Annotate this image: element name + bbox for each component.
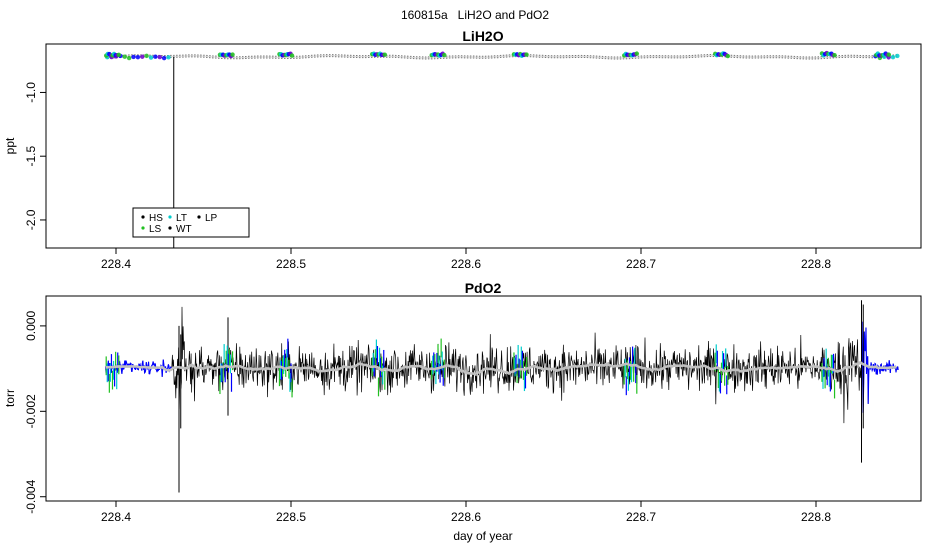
lih2o-point bbox=[634, 51, 639, 56]
pdo2-y-axis: 0.000 -0.002 -0.004 bbox=[24, 311, 46, 514]
lih2o-point bbox=[166, 55, 171, 60]
lih2o-point bbox=[382, 52, 387, 57]
pdo2-x-tick-label: 228.8 bbox=[801, 510, 831, 524]
pdo2-x-tick-label: 228.5 bbox=[276, 510, 306, 524]
lih2o-point bbox=[725, 53, 730, 59]
legend-marker-lp bbox=[197, 215, 201, 219]
pdo2-data-layer bbox=[104, 300, 899, 493]
lih2o-x-tick-label: 228.8 bbox=[801, 257, 831, 271]
figure-title: 160815a LiH2O and PdO2 bbox=[401, 8, 549, 22]
pdo2-x-tick-label: 228.4 bbox=[101, 510, 131, 524]
lih2o-data-layer bbox=[104, 50, 900, 248]
legend-entry-ls: LS bbox=[141, 224, 162, 235]
pdo2-y-tick-label: 0.000 bbox=[24, 311, 38, 341]
panel-lih2o-title: LiH2O bbox=[462, 28, 503, 44]
pdo2-plot-frame bbox=[45, 295, 922, 502]
lih2o-point bbox=[126, 55, 132, 61]
lih2o-point bbox=[148, 55, 154, 60]
lih2o-point bbox=[140, 54, 145, 59]
legend-entry-hs: HS bbox=[141, 213, 163, 224]
panel-pdo2: PdO2 228.4 228.5 228.6 228.7 228.8 0.000 -0.0… bbox=[3, 280, 922, 543]
legend-label-lt: LT bbox=[176, 213, 187, 224]
lih2o-y-axis: -2.0 -1.5 -1.0 bbox=[24, 82, 46, 230]
lih2o-point bbox=[886, 52, 891, 57]
legend-entry-lp: LP bbox=[197, 213, 218, 224]
pdo2-y-tick-label: -0.002 bbox=[24, 394, 38, 428]
pdo2-series-trace bbox=[105, 306, 899, 424]
pdo2-y-tick-label: -0.004 bbox=[24, 479, 38, 513]
lih2o-point bbox=[116, 52, 122, 58]
legend-marker-lt bbox=[168, 215, 172, 219]
pdo2-x-tick-label: 228.7 bbox=[626, 510, 656, 524]
lih2o-x-tick-label: 228.7 bbox=[626, 257, 656, 271]
panel-pdo2-title: PdO2 bbox=[465, 280, 502, 296]
lih2o-point bbox=[131, 54, 136, 60]
legend-marker-ls bbox=[141, 226, 145, 230]
lih2o-point bbox=[161, 55, 167, 61]
lih2o-point bbox=[144, 53, 149, 59]
lih2o-point bbox=[895, 53, 900, 59]
legend-marker-hs bbox=[141, 215, 145, 219]
lih2o-point bbox=[230, 52, 235, 57]
pdo2-x-label: day of year bbox=[453, 529, 512, 543]
lih2o-x-axis: 228.4 228.5 228.6 228.7 228.8 bbox=[101, 248, 831, 271]
lih2o-point bbox=[832, 52, 837, 58]
legend-marker-wt bbox=[168, 226, 172, 230]
pdo2-x-axis: 228.4 228.5 228.6 228.7 228.8 bbox=[101, 501, 831, 524]
pdo2-series-smooth bbox=[105, 360, 897, 376]
lih2o-point bbox=[153, 54, 158, 59]
lih2o-point bbox=[122, 54, 127, 59]
lih2o-x-tick-label: 228.6 bbox=[451, 257, 481, 271]
lih2o-y-label: ppt bbox=[3, 137, 17, 154]
lih2o-point bbox=[524, 52, 529, 57]
lih2o-point bbox=[890, 55, 896, 60]
legend-entry-lt: LT bbox=[168, 213, 187, 224]
lih2o-x-tick-label: 228.4 bbox=[101, 257, 131, 271]
lih2o-point bbox=[135, 54, 141, 60]
lih2o-point bbox=[157, 54, 162, 60]
lih2o-point bbox=[442, 52, 447, 58]
pdo2-x-tick-label: 228.6 bbox=[451, 510, 481, 524]
legend-box bbox=[132, 207, 250, 238]
legend-label-hs: HS bbox=[149, 213, 163, 224]
lih2o-y-tick-label: -1.5 bbox=[24, 146, 38, 167]
lih2o-y-tick-label: -1.0 bbox=[24, 82, 38, 103]
lih2o-x-tick-label: 228.5 bbox=[276, 257, 306, 271]
legend-label-lp: LP bbox=[205, 213, 218, 224]
panel-lih2o: LiH2O 228.4 228.5 228.6 228.7 228.8 -2.0 -1.5… bbox=[3, 28, 922, 271]
lih2o-plot-frame bbox=[45, 43, 922, 249]
lih2o-point bbox=[289, 53, 295, 58]
pdo2-y-label: torr bbox=[3, 389, 17, 407]
lih2o-series-highlight bbox=[107, 55, 898, 59]
lih2o-y-tick-label: -2.0 bbox=[24, 209, 38, 230]
legend-entry-wt: WT bbox=[168, 224, 192, 235]
legend-label-wt: WT bbox=[176, 224, 192, 235]
lih2o-legend: HS LT LP LS WT bbox=[132, 207, 250, 238]
legend-label-ls: LS bbox=[149, 224, 162, 235]
